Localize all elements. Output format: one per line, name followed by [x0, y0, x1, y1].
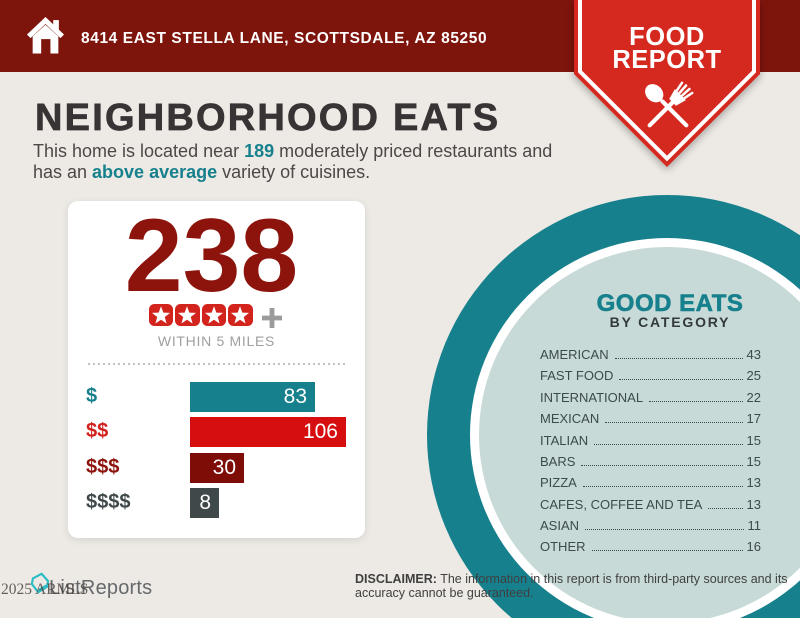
- svg-text:REPORT: REPORT: [612, 46, 721, 74]
- svg-text:FOOD: FOOD: [629, 23, 705, 51]
